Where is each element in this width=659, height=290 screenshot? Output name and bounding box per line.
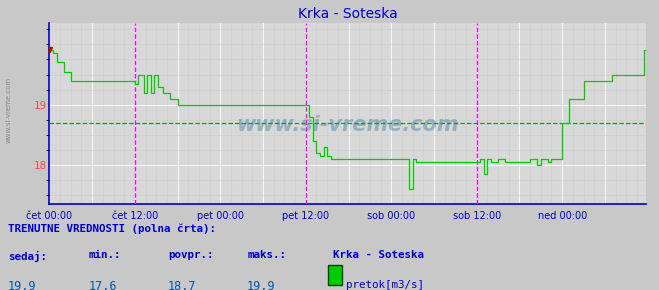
Text: pretok[m3/s]: pretok[m3/s] (346, 280, 424, 290)
Text: 19,9: 19,9 (8, 280, 36, 290)
Text: povpr.:: povpr.: (168, 251, 214, 260)
Text: sedaj:: sedaj: (8, 251, 47, 262)
Title: Krka - Soteska: Krka - Soteska (298, 7, 397, 21)
Text: pet 00:00: pet 00:00 (197, 211, 244, 221)
Text: www.si-vreme.com: www.si-vreme.com (5, 77, 11, 143)
Bar (328, 265, 342, 284)
Text: pet 12:00: pet 12:00 (282, 211, 330, 221)
Text: čet 12:00: čet 12:00 (112, 211, 158, 221)
Text: sob 12:00: sob 12:00 (453, 211, 501, 221)
Text: min.:: min.: (89, 251, 121, 260)
Text: www.si-vreme.com: www.si-vreme.com (237, 115, 459, 135)
Text: TRENUTNE VREDNOSTI (polna črta):: TRENUTNE VREDNOSTI (polna črta): (8, 224, 216, 234)
Text: čet 00:00: čet 00:00 (26, 211, 72, 221)
Text: 19,9: 19,9 (247, 280, 275, 290)
Text: 17,6: 17,6 (89, 280, 117, 290)
Text: 18,7: 18,7 (168, 280, 196, 290)
Text: Krka - Soteska: Krka - Soteska (333, 251, 424, 260)
Text: maks.:: maks.: (247, 251, 286, 260)
Text: ned 00:00: ned 00:00 (538, 211, 587, 221)
Text: sob 00:00: sob 00:00 (367, 211, 415, 221)
